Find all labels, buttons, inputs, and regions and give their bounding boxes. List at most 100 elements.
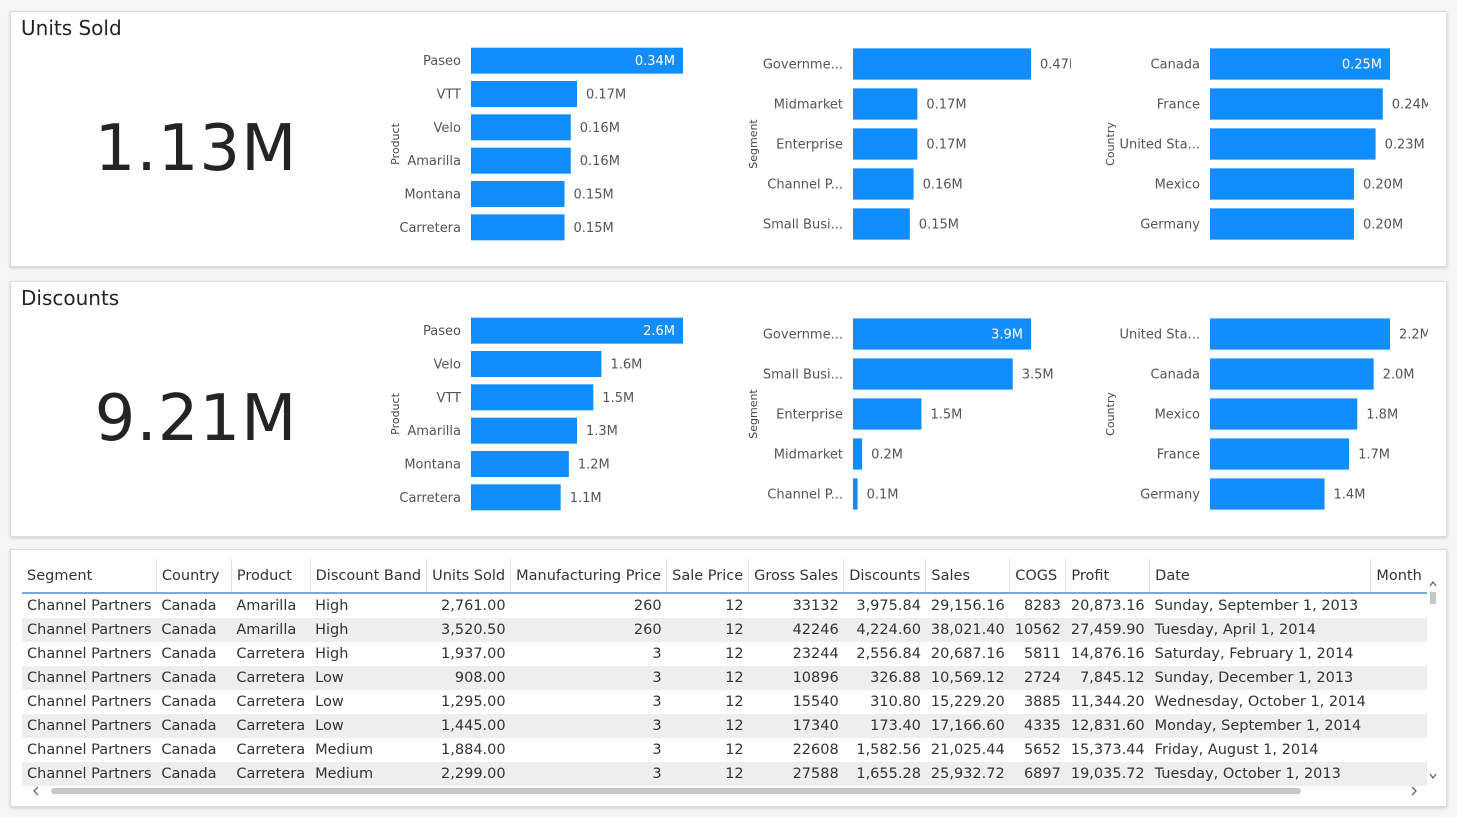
- bar[interactable]: [471, 214, 565, 241]
- bar[interactable]: [853, 358, 1013, 390]
- bar[interactable]: [471, 484, 561, 511]
- bar[interactable]: [1210, 48, 1390, 80]
- bar-group[interactable]: Enterprise 0.17M: [776, 128, 967, 160]
- bar-group[interactable]: Enterprise 1.5M: [776, 398, 962, 430]
- bar[interactable]: [471, 384, 594, 411]
- bar-group[interactable]: Paseo 0.34M: [423, 47, 683, 74]
- bar[interactable]: [853, 398, 922, 430]
- table-row[interactable]: Channel Partners Canada Carretera Medium 1,8…: [22, 738, 1427, 762]
- bar[interactable]: [1210, 318, 1390, 350]
- discounts-by-product-chart[interactable]: Product Paseo 2.6M Velo 1.6M VTT 1.5M Amarilla 1…: [373, 310, 713, 520]
- bar[interactable]: [853, 208, 910, 240]
- bar-group[interactable]: Germany 0.20M: [1140, 208, 1403, 240]
- column-header[interactable]: Discount Band: [310, 559, 428, 594]
- discounts-by-country-chart[interactable]: Country United Sta... 2.2M Canada 2.0M Mexico…: [1088, 310, 1428, 520]
- bar[interactable]: [1210, 168, 1354, 200]
- bar[interactable]: [471, 47, 683, 74]
- table-row[interactable]: Channel Partners Canada Carretera Low 1,295.…: [22, 690, 1427, 714]
- column-header[interactable]: Manufacturing Price: [510, 559, 668, 594]
- bar-group[interactable]: Velo 1.6M: [434, 351, 643, 377]
- bar-group[interactable]: United Sta... 2.2M: [1119, 318, 1428, 350]
- bar[interactable]: [471, 114, 571, 141]
- bar[interactable]: [1210, 438, 1350, 470]
- bar-group[interactable]: France 0.24M: [1157, 88, 1428, 120]
- bar-group[interactable]: Canada 2.0M: [1151, 358, 1415, 390]
- bar[interactable]: [471, 181, 565, 207]
- table-row[interactable]: Channel Partners Canada Carretera High 1,937…: [22, 642, 1427, 666]
- column-header[interactable]: Sale Price: [666, 559, 750, 594]
- bar-group[interactable]: United Sta... 0.23M: [1119, 128, 1425, 160]
- table-viewport[interactable]: Segment Country Product Discount Band Units …: [22, 559, 1427, 791]
- vertical-scrollbar[interactable]: [1428, 580, 1438, 794]
- bar-group[interactable]: Carretera 0.15M: [399, 214, 614, 241]
- column-header[interactable]: Country: [156, 559, 232, 594]
- bar-group[interactable]: Small Busi... 3.5M: [763, 358, 1054, 390]
- column-header[interactable]: Discounts: [843, 559, 927, 594]
- vertical-scroll-thumb[interactable]: [1430, 592, 1436, 604]
- bar-group[interactable]: Montana 0.15M: [404, 181, 614, 207]
- bar[interactable]: [853, 168, 914, 200]
- column-header[interactable]: Product: [231, 559, 311, 594]
- bar-group[interactable]: Governme... 3.9M: [763, 318, 1031, 350]
- bar-group[interactable]: Amarilla 1.3M: [407, 417, 618, 444]
- bar[interactable]: [853, 478, 858, 510]
- bar[interactable]: [1210, 358, 1374, 390]
- scroll-up-icon[interactable]: [1429, 580, 1437, 587]
- bar[interactable]: [1210, 128, 1376, 160]
- column-header[interactable]: Units Sold: [426, 559, 512, 594]
- bar-group[interactable]: VTT 0.17M: [436, 81, 626, 107]
- bar[interactable]: [471, 81, 577, 107]
- bar[interactable]: [853, 88, 918, 120]
- bar-group[interactable]: Carretera 1.1M: [399, 484, 602, 511]
- table-row[interactable]: Channel Partners Canada Amarilla High 3,520.…: [22, 618, 1427, 642]
- bar-group[interactable]: VTT 1.5M: [436, 384, 634, 411]
- bar[interactable]: [1210, 88, 1383, 120]
- bar[interactable]: [1210, 208, 1354, 240]
- bar-group[interactable]: Midmarket 0.2M: [774, 438, 903, 470]
- bar[interactable]: [853, 48, 1031, 80]
- bar-group[interactable]: France 1.7M: [1157, 438, 1390, 470]
- bar[interactable]: [853, 438, 863, 470]
- bar-group[interactable]: Channel P... 0.1M: [767, 478, 898, 510]
- bar[interactable]: [853, 318, 1031, 350]
- discounts-by-segment-chart[interactable]: Segment Governme... 3.9M Small Busi... 3.5M E…: [731, 310, 1071, 520]
- scroll-right-icon[interactable]: [1411, 786, 1417, 796]
- table-row[interactable]: Channel Partners Canada Amarilla High 2,761.…: [22, 593, 1427, 618]
- bar-group[interactable]: Paseo 2.6M: [423, 317, 683, 344]
- column-header[interactable]: Date: [1149, 559, 1372, 594]
- column-header[interactable]: COGS: [1009, 559, 1067, 594]
- column-header[interactable]: Sales: [925, 559, 1011, 594]
- table-row[interactable]: Channel Partners Canada Carretera Low 908.00…: [22, 666, 1427, 690]
- column-header[interactable]: Month Number: [1370, 559, 1427, 594]
- column-header[interactable]: Profit: [1065, 559, 1151, 594]
- bar-group[interactable]: Montana 1.2M: [404, 451, 610, 477]
- bar-group[interactable]: Amarilla 0.16M: [407, 147, 620, 174]
- scroll-left-icon[interactable]: [33, 786, 39, 796]
- bar-group[interactable]: Germany 1.4M: [1140, 478, 1365, 510]
- column-header[interactable]: Gross Sales: [748, 559, 845, 594]
- bar[interactable]: [853, 128, 918, 160]
- bar[interactable]: [1210, 478, 1325, 510]
- bar[interactable]: [471, 417, 577, 444]
- bar-group[interactable]: Channel P... 0.16M: [767, 168, 963, 200]
- bar-group[interactable]: Small Busi... 0.15M: [763, 208, 959, 240]
- bar-group[interactable]: Mexico 1.8M: [1155, 398, 1399, 430]
- bar-group[interactable]: Canada 0.25M: [1151, 48, 1390, 80]
- scroll-down-icon[interactable]: [1429, 773, 1437, 780]
- column-header[interactable]: Segment: [22, 559, 157, 594]
- table-row[interactable]: Channel Partners Canada Carretera Low 1,445.…: [22, 714, 1427, 738]
- horizontal-scrollbar[interactable]: [31, 785, 1429, 797]
- bar[interactable]: [471, 317, 683, 344]
- bar-group[interactable]: Velo 0.16M: [434, 114, 620, 141]
- bar[interactable]: [471, 351, 602, 377]
- bar-group[interactable]: Governme... 0.47M: [763, 48, 1071, 80]
- bar[interactable]: [471, 147, 571, 174]
- bar[interactable]: [1210, 398, 1358, 430]
- bar-group[interactable]: Midmarket 0.17M: [774, 88, 967, 120]
- table-row[interactable]: Channel Partners Canada Carretera Medium 2,2…: [22, 762, 1427, 786]
- bar[interactable]: [471, 451, 569, 477]
- units-by-segment-chart[interactable]: SegmentGovernme...0.47MMidmarket0.17MEnt…: [731, 40, 1071, 250]
- bar-group[interactable]: Mexico 0.20M: [1155, 168, 1404, 200]
- units-by-country-chart[interactable]: Country Canada 0.25M France 0.24M United Sta.…: [1088, 40, 1428, 250]
- units-by-product-chart[interactable]: Product Paseo 0.34M VTT 0.17M Velo 0.16M Amaril…: [373, 40, 713, 250]
